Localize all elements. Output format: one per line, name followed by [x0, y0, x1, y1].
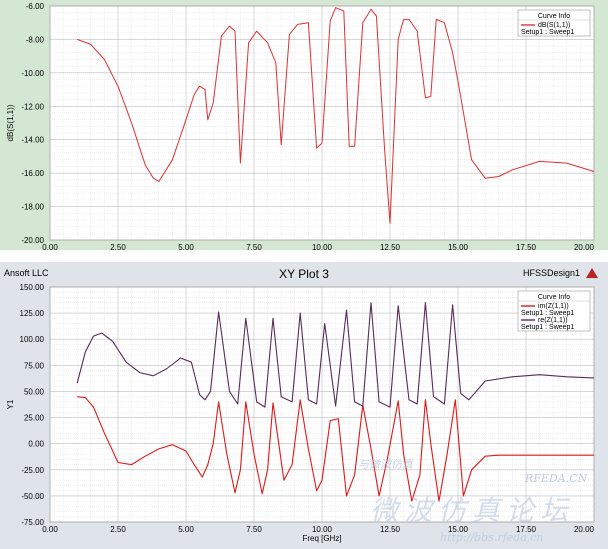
x-tick-label: 2.50	[110, 525, 126, 534]
y-tick-label: -14.00	[21, 136, 44, 145]
x-tick-label: 0.00	[42, 243, 58, 250]
legend-entry-name: re(Z(1,1))	[538, 317, 568, 324]
legend-box	[517, 9, 591, 37]
x-tick-label: 2.50	[110, 243, 126, 250]
y-tick-label: -8.00	[26, 35, 45, 44]
x-tick-label: 10.00	[312, 243, 333, 250]
ansoft-logo-icon	[586, 268, 598, 278]
y-tick-label: -12.00	[21, 102, 44, 111]
plot-panel-xy3[interactable]: Ansoft LLC XY Plot 3 HFSSDesign1 0.00 2.50 5.…	[0, 262, 608, 549]
y-tick-label: 100.00	[20, 335, 45, 344]
design-label: HFSSDesign1	[523, 268, 580, 278]
legend-entry-setup: Setup1 : Sweep1	[521, 324, 574, 331]
chart-title: XY Plot 3	[279, 267, 329, 281]
grid-lines	[49, 5, 595, 241]
x-tick-label: 15.00	[448, 525, 469, 534]
x-tick-label: 17.50	[516, 525, 537, 534]
y-tick-label: -10.00	[21, 69, 44, 78]
x-axis-label: Freq [GHz]	[302, 534, 341, 543]
x-tick-label: 5.00	[178, 243, 194, 250]
x-tick-label: 20.00	[574, 243, 595, 250]
chart-s11: 0.00 2.50 5.00 7.50 10.00 12.50 15.00 17.50 20.0…	[6, 2, 595, 250]
y-tick-label: -6.00	[26, 2, 45, 11]
legend-title: Curve Info	[538, 13, 570, 20]
y-tick-label: 0.00	[28, 440, 44, 449]
y-tick-label: 150.00	[20, 283, 45, 292]
legend-entry-name: im(Z(1,1))	[538, 303, 569, 310]
y-axis-label: dB(S(1,1))	[6, 104, 15, 141]
y-tick-label: -16.00	[21, 169, 44, 178]
panel-separator	[0, 250, 608, 262]
x-tick-label: 12.50	[380, 243, 401, 250]
series-line-0	[77, 7, 595, 224]
legend-title: Curve Info	[538, 294, 570, 301]
chart-xy-plot-3: Ansoft LLC XY Plot 3 HFSSDesign1 0.00 2.50 5.…	[4, 267, 598, 543]
y-tick-label: -50.00	[21, 492, 44, 501]
y-tick-label: 75.00	[24, 361, 45, 370]
plot-panel-s11[interactable]: 0.00 2.50 5.00 7.50 10.00 12.50 15.00 17.50 20.0…	[0, 0, 608, 250]
series-line-0	[77, 396, 594, 502]
x-tick-label: 17.50	[516, 243, 537, 250]
x-tick-label: 0.00	[42, 525, 58, 534]
y-tick-label: 25.00	[24, 414, 45, 423]
y-tick-label: -18.00	[21, 203, 44, 212]
company-label: Ansoft LLC	[4, 268, 49, 278]
y-tick-label: 50.00	[24, 387, 45, 396]
series-line-1	[76, 302, 595, 408]
y-tick-label: -25.00	[21, 466, 44, 475]
x-tick-label: 20.00	[574, 525, 595, 534]
legend-entry-setup: Setup1 : Sweep1	[521, 29, 574, 36]
y-tick-label: -20.00	[21, 236, 44, 245]
ansoft-logo-shape	[586, 268, 598, 278]
y-axis-label: Y1	[6, 399, 15, 409]
legend-entry-name: dB(S(1,1))	[538, 22, 570, 29]
x-tick-label: 5.00	[178, 525, 194, 534]
x-tick-label: 12.50	[380, 525, 401, 534]
x-tick-label: 7.50	[246, 525, 262, 534]
x-tick-label: 10.00	[312, 525, 333, 534]
legend-box	[517, 290, 591, 332]
x-tick-label: 15.00	[448, 243, 469, 250]
y-tick-label: -75.00	[21, 518, 44, 527]
legend-entry-setup: Setup1 : Sweep1	[521, 310, 574, 317]
x-tick-label: 7.50	[246, 243, 262, 250]
legend: Curve Info dB(S(1,1))Setup1 : Sweep1	[517, 9, 591, 37]
y-tick-label: 125.00	[20, 309, 45, 318]
